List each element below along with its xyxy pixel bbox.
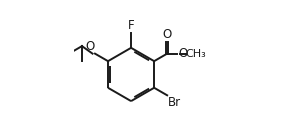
- Text: O: O: [162, 28, 172, 41]
- Text: O: O: [178, 47, 187, 60]
- Text: O: O: [85, 40, 95, 53]
- Text: CH₃: CH₃: [186, 49, 207, 59]
- Text: F: F: [128, 19, 134, 32]
- Text: Br: Br: [168, 96, 181, 109]
